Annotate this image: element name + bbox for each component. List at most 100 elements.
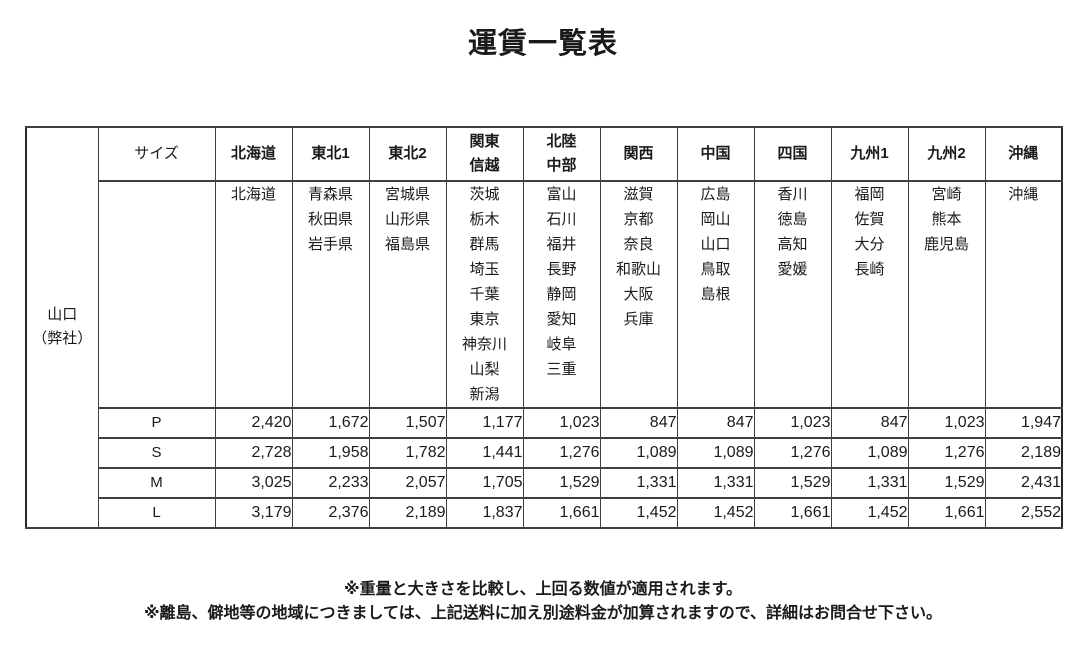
region-header-4: 北陸 中部 xyxy=(522,125,601,182)
fare-cell-S-9-line: 1,276 xyxy=(944,443,985,461)
prefecture-list-7-line: 徳島 xyxy=(777,210,808,228)
prefecture-list-7-line: 愛媛 xyxy=(777,260,808,278)
fare-cell-L-5-line: 1,452 xyxy=(636,503,677,521)
fare-cell-S-4: 1,276 xyxy=(522,436,601,469)
fare-cell-M-2: 2,057 xyxy=(368,466,447,499)
fare-cell-M-9: 1,529 xyxy=(907,466,986,499)
fare-cell-L-0: 3,179 xyxy=(214,496,293,529)
prefecture-list-8-line: 大分 xyxy=(854,235,885,253)
fare-cell-L-7: 1,661 xyxy=(753,496,832,529)
region-header-6-line: 中国 xyxy=(700,144,731,162)
prefecture-list-2-line: 宮城県 xyxy=(384,185,430,203)
prefecture-list-3: 茨城 栃木 群馬 埼玉 千葉 東京 神奈川 山梨 新潟 xyxy=(445,179,524,409)
prefecture-list-8-line: 長崎 xyxy=(854,260,885,278)
prefecture-list-4-line: 静岡 xyxy=(546,285,577,303)
prefecture-list-2-line: 山形県 xyxy=(384,210,430,228)
prefecture-list-3-line: 新潟 xyxy=(469,385,500,403)
prefecture-list-10-line: 沖縄 xyxy=(1008,185,1039,203)
fare-cell-L-6: 1,452 xyxy=(676,496,755,529)
prefecture-list-6-line: 鳥取 xyxy=(700,260,731,278)
fare-cell-L-3-line: 1,837 xyxy=(482,503,523,521)
region-header-0-line: 北海道 xyxy=(230,144,276,162)
fare-cell-S-3: 1,441 xyxy=(445,436,524,469)
footnote-weight-size: ※重量と大きさを比較し、上回る数値が適用されます。 xyxy=(344,580,742,598)
prefecture-list-8-line: 福岡 xyxy=(854,185,885,203)
fare-cell-M-1: 2,233 xyxy=(291,466,370,499)
fare-cell-M-6: 1,331 xyxy=(676,466,755,499)
fare-cell-M-5: 1,331 xyxy=(599,466,678,499)
region-header-1: 東北1 xyxy=(291,125,370,182)
fare-cell-P-10: 1,947 xyxy=(984,406,1063,439)
fare-cell-P-0-line: 2,420 xyxy=(251,413,292,431)
fare-cell-L-10: 2,552 xyxy=(984,496,1063,529)
region-header-row: 山口 （弊社） サイズ 北海道 東北1 東北2 関東 信越 北陸 中部 関西 中国 四国 九州1 九州2 沖縄 xyxy=(25,125,1063,529)
fare-cell-L-9-line: 1,661 xyxy=(944,503,985,521)
fare-cell-P-5-line: 847 xyxy=(649,413,677,431)
prefecture-list-2-line: 福島県 xyxy=(384,235,430,253)
fare-cell-M-8: 1,331 xyxy=(830,466,909,499)
prefecture-list-2: 宮城県 山形県 福島県 xyxy=(368,179,447,409)
fare-cell-S-6-line: 1,089 xyxy=(713,443,754,461)
prefecture-list-3-line: 群馬 xyxy=(469,235,500,253)
size-label-L-line: L xyxy=(152,504,161,522)
fare-cell-P-6-line: 847 xyxy=(726,413,754,431)
fare-cell-L-8-line: 1,452 xyxy=(867,503,908,521)
fare-cell-S-1-line: 1,958 xyxy=(328,443,369,461)
fare-cell-M-6-line: 1,331 xyxy=(713,473,754,491)
prefecture-list-4-line: 愛知 xyxy=(546,310,577,328)
prefecture-list-7-line: 高知 xyxy=(777,235,808,253)
fare-cell-M-4: 1,529 xyxy=(522,466,601,499)
fare-table: 山口 （弊社） サイズ 北海道 東北1 東北2 関東 信越 北陸 中部 関西 中国 四国 九州1 九州2 沖縄… xyxy=(25,125,1063,529)
size-label-M-line: M xyxy=(150,474,163,492)
fare-cell-L-8: 1,452 xyxy=(830,496,909,529)
prefecture-list-4-line: 長野 xyxy=(546,260,577,278)
prefecture-list-9-line: 宮崎 xyxy=(931,185,962,203)
fare-cell-M-9-line: 1,529 xyxy=(944,473,985,491)
prefecture-list-0: 北海道 xyxy=(214,179,293,409)
size-label-L: L xyxy=(97,496,216,529)
prefecture-row: 北海道 青森県 秋田県 岩手県 宮城県 山形県 福島県 茨城 栃木 群馬 埼玉 千葉 東京 神奈川 山梨 新潟… xyxy=(26,179,1063,409)
fare-cell-M-7: 1,529 xyxy=(753,466,832,499)
fare-cell-S-4-line: 1,276 xyxy=(559,443,600,461)
fare-cell-P-1-line: 1,672 xyxy=(328,413,369,431)
prefecture-list-4-line: 石川 xyxy=(546,210,577,228)
region-header-2-line: 東北2 xyxy=(388,144,427,162)
fare-cell-P-7-line: 1,023 xyxy=(790,413,831,431)
prefecture-list-4-line: 福井 xyxy=(546,235,577,253)
fare-cell-L-3: 1,837 xyxy=(445,496,524,529)
size-label-P-line: P xyxy=(151,414,162,432)
fare-cell-L-9: 1,661 xyxy=(907,496,986,529)
fare-cell-M-3-line: 1,705 xyxy=(482,473,523,491)
region-header-9: 九州2 xyxy=(907,125,986,182)
fare-cell-M-7-line: 1,529 xyxy=(790,473,831,491)
prefecture-list-1-line: 秋田県 xyxy=(307,210,353,228)
region-header-10: 沖縄 xyxy=(984,125,1063,182)
size-label-P: P xyxy=(97,406,216,439)
fare-cell-S-7-line: 1,276 xyxy=(790,443,831,461)
fare-row-M: M 3,025 2,233 2,057 1,705 1,529 1,331 1,331 1,52… xyxy=(26,466,1063,499)
prefecture-list-0-line: 北海道 xyxy=(230,185,276,203)
region-header-3-line: 関東 xyxy=(469,132,500,150)
prefecture-list-3-line: 栃木 xyxy=(469,210,500,228)
region-header-6: 中国 xyxy=(676,125,755,182)
fare-cell-L-2: 2,189 xyxy=(368,496,447,529)
fare-cell-L-7-line: 1,661 xyxy=(790,503,831,521)
size-header-cell: サイズ xyxy=(97,125,216,182)
fare-cell-P-8: 847 xyxy=(830,406,909,439)
fare-cell-P-2: 1,507 xyxy=(368,406,447,439)
prefecture-list-3-line: 埼玉 xyxy=(469,260,500,278)
fare-cell-L-4: 1,661 xyxy=(522,496,601,529)
prefecture-list-5-line: 大阪 xyxy=(623,285,654,303)
region-header-3: 関東 信越 xyxy=(445,125,524,182)
fare-cell-L-2-line: 2,189 xyxy=(405,503,446,521)
prefecture-list-1-line: 岩手県 xyxy=(307,235,353,253)
region-header-4-line: 中部 xyxy=(546,156,577,174)
prefecture-list-3-line: 山梨 xyxy=(469,360,500,378)
region-header-7: 四国 xyxy=(753,125,832,182)
region-header-10-line: 沖縄 xyxy=(1008,144,1039,162)
prefecture-list-8-line: 佐賀 xyxy=(854,210,885,228)
fare-cell-S-8: 1,089 xyxy=(830,436,909,469)
prefecture-list-5-line: 兵庫 xyxy=(623,310,654,328)
fare-row-P: P 2,420 1,672 1,507 1,177 1,023 847 847 1,023 847… xyxy=(26,406,1063,439)
